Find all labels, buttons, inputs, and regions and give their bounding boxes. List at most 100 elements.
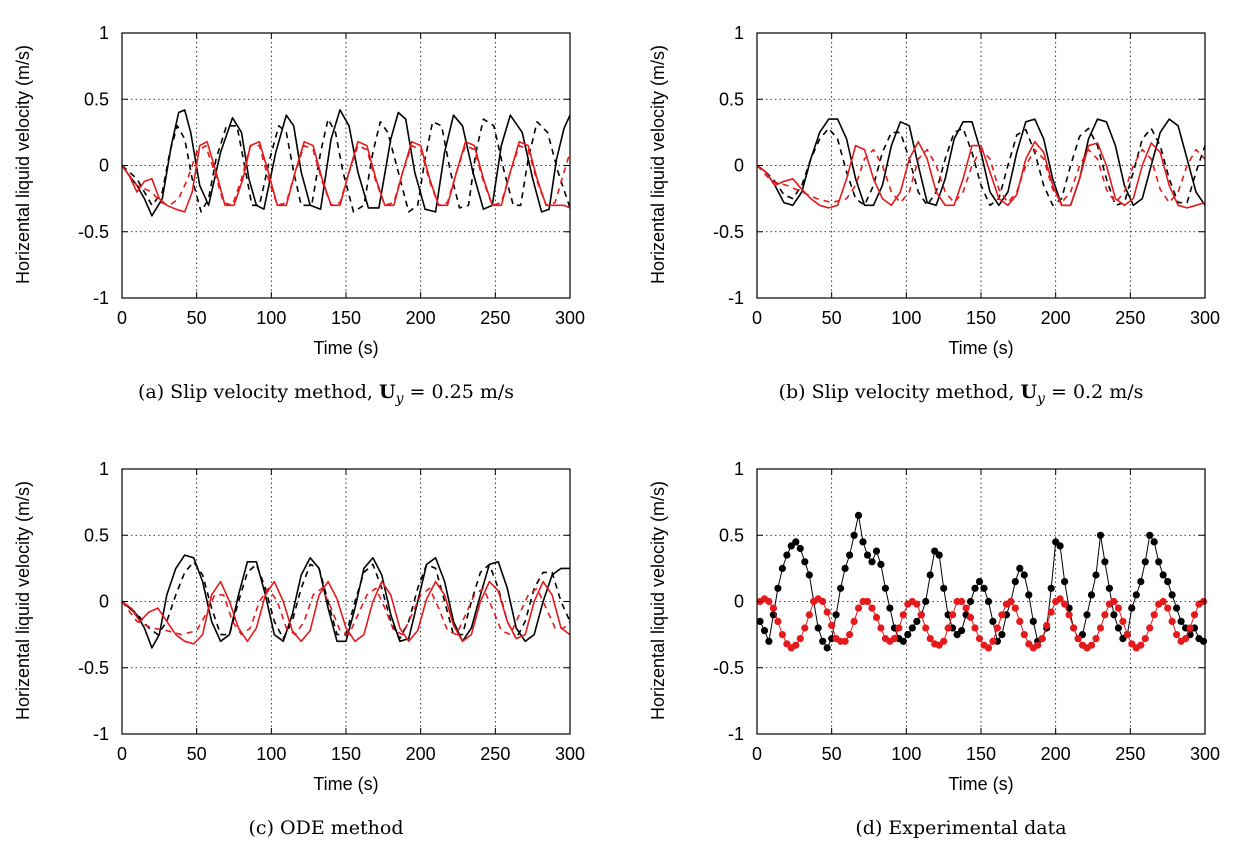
x-tick-label: 200: [1041, 744, 1071, 764]
panel-caption: (c) ODE method: [249, 817, 404, 839]
data-point-red: [1159, 597, 1167, 606]
data-point-black: [796, 544, 804, 553]
x-tick-label: 0: [117, 744, 127, 764]
data-point-red: [863, 597, 872, 606]
series-line-red-dashed: [121, 144, 571, 207]
caption-text: (c) ODE method: [249, 817, 404, 839]
y-tick-label: 0: [99, 156, 109, 176]
data-point-red: [1061, 600, 1069, 608]
data-point-red: [1096, 624, 1105, 632]
caption-tail: = 0.25 m/s: [403, 381, 514, 403]
data-point-red: [1016, 617, 1024, 626]
data-point-black: [846, 551, 854, 559]
data-point-black: [1173, 604, 1181, 612]
data-point-black: [872, 547, 881, 555]
data-point-black: [1155, 558, 1163, 566]
data-point-black: [814, 624, 822, 632]
x-tick-label: 250: [1115, 744, 1145, 764]
data-point-red: [899, 611, 907, 619]
data-point-red: [993, 624, 1002, 632]
data-point-red: [949, 611, 957, 619]
data-point-black: [1101, 558, 1109, 566]
y-tick-label: -1: [728, 288, 744, 308]
data-point-black: [1083, 611, 1091, 619]
data-point-red: [1007, 597, 1015, 606]
y-axis-label: Horizental liquid velocity (m/s): [13, 481, 33, 720]
data-point-red: [940, 637, 948, 645]
data-point-red: [1092, 635, 1100, 643]
data-point-red: [998, 611, 1006, 619]
x-tick-label: 150: [331, 308, 361, 328]
data-point-black: [1105, 584, 1113, 592]
data-point-red: [769, 604, 778, 612]
data-point-black: [1025, 591, 1033, 599]
y-tick-label: -1: [93, 288, 109, 308]
y-tick-label: -1: [93, 724, 109, 744]
x-tick-label: 150: [966, 744, 996, 764]
panel-caption: (d) Experimental data: [855, 817, 1066, 839]
series-line-black-dashed: [121, 561, 571, 640]
data-point-black: [1016, 564, 1024, 573]
y-tick-label: 0: [734, 156, 744, 176]
x-tick-label: 50: [187, 308, 207, 328]
data-point-black: [823, 644, 831, 652]
x-axis-label: Time (s): [948, 774, 1013, 794]
y-tick-label: 1: [734, 459, 744, 479]
series-line-red-dashed: [121, 587, 571, 636]
x-tick-label: 0: [752, 744, 762, 764]
data-point-black: [778, 564, 787, 573]
data-point-black: [1056, 542, 1064, 550]
data-point-black: [913, 617, 921, 626]
data-point-black: [908, 624, 916, 632]
data-point-black: [1092, 571, 1100, 579]
x-tick-label: 50: [187, 744, 207, 764]
data-point-black: [1141, 558, 1149, 566]
y-tick-label: -0.5: [713, 222, 744, 242]
data-point-red: [854, 604, 863, 612]
data-point-red: [872, 613, 881, 622]
x-tick-label: 300: [555, 744, 585, 764]
x-tick-label: 50: [822, 744, 842, 764]
data-point-red: [1110, 597, 1118, 606]
data-point-red: [895, 624, 903, 632]
data-point-red: [984, 644, 993, 652]
data-point-black: [868, 558, 876, 566]
data-point-black: [1114, 624, 1122, 632]
data-point-black: [1164, 578, 1172, 586]
data-point-black: [922, 597, 930, 606]
data-point-red: [1190, 611, 1199, 619]
x-tick-label: 300: [1190, 744, 1220, 764]
data-point-red: [841, 637, 849, 645]
y-axis-label: Horizental liquid velocity (m/s): [648, 45, 668, 284]
data-point-black: [1011, 578, 1019, 586]
series-line-red-solid: [121, 580, 571, 645]
data-point-black: [774, 584, 782, 592]
data-point-black: [760, 627, 769, 635]
data-point-red: [1043, 621, 1051, 630]
data-point-black: [863, 551, 872, 559]
y-axis-label: Horizental liquid velocity (m/s): [648, 481, 668, 720]
data-point-black: [877, 560, 885, 569]
data-point-red: [850, 617, 858, 626]
data-point-red: [1141, 635, 1149, 643]
y-axis-label: Horizental liquid velocity (m/s): [13, 45, 33, 284]
data-point-red: [868, 604, 876, 612]
data-point-red: [1186, 624, 1194, 632]
series-line-black-solid: [121, 109, 571, 217]
y-tick-label: 0.5: [719, 89, 744, 109]
data-point-black: [783, 551, 791, 559]
data-point-black: [1168, 591, 1176, 599]
chart-panel-4: 0 50 100 150 200 250 300 1 0.5 0 -0.5 -1 Time (s) Hor…: [648, 459, 1220, 839]
caption-math-symbol: U: [379, 381, 396, 403]
data-point-black: [935, 551, 943, 559]
data-point-red: [1101, 611, 1109, 619]
data-point-black: [1047, 584, 1055, 592]
y-tick-label: 1: [99, 23, 109, 43]
x-tick-label: 100: [256, 744, 286, 764]
data-point-red: [1038, 635, 1046, 643]
y-tick-label: -0.5: [78, 222, 109, 242]
panel-caption: (a) Slip velocity method, Uy = 0.25 m/s: [138, 381, 514, 407]
data-point-red: [1150, 611, 1158, 619]
caption-math-subscript: y: [1036, 391, 1046, 407]
